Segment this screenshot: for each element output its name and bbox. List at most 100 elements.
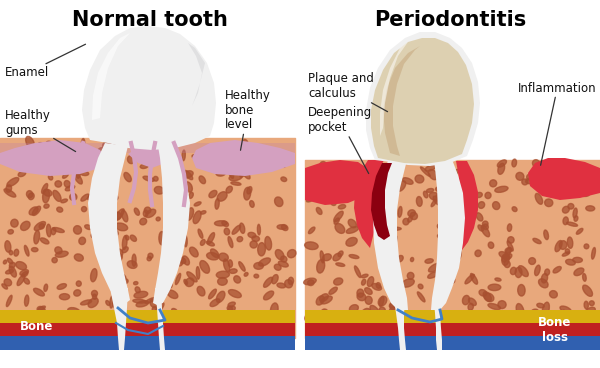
- Ellipse shape: [304, 278, 316, 285]
- Ellipse shape: [560, 311, 571, 321]
- Ellipse shape: [545, 199, 553, 206]
- Ellipse shape: [323, 254, 331, 261]
- Ellipse shape: [512, 207, 517, 212]
- Ellipse shape: [495, 278, 501, 281]
- Ellipse shape: [177, 260, 182, 266]
- Ellipse shape: [277, 225, 287, 229]
- Ellipse shape: [320, 294, 328, 301]
- Ellipse shape: [437, 233, 449, 239]
- Ellipse shape: [504, 261, 510, 268]
- Ellipse shape: [348, 190, 357, 197]
- Ellipse shape: [76, 281, 81, 286]
- Ellipse shape: [448, 193, 459, 201]
- Ellipse shape: [122, 279, 128, 284]
- Ellipse shape: [25, 295, 29, 306]
- Ellipse shape: [537, 303, 544, 308]
- Ellipse shape: [133, 312, 137, 322]
- Ellipse shape: [441, 285, 446, 291]
- Ellipse shape: [257, 224, 260, 235]
- Polygon shape: [0, 310, 295, 323]
- Ellipse shape: [367, 173, 375, 178]
- Ellipse shape: [274, 264, 281, 270]
- Ellipse shape: [75, 149, 83, 158]
- Text: Normal tooth: Normal tooth: [72, 10, 228, 30]
- Ellipse shape: [244, 165, 251, 173]
- Ellipse shape: [106, 301, 110, 305]
- Ellipse shape: [273, 320, 281, 325]
- Ellipse shape: [98, 148, 106, 155]
- Ellipse shape: [544, 230, 548, 240]
- Ellipse shape: [493, 316, 504, 321]
- Ellipse shape: [583, 328, 593, 333]
- Ellipse shape: [134, 282, 138, 285]
- Ellipse shape: [577, 229, 583, 234]
- Ellipse shape: [505, 254, 512, 260]
- Ellipse shape: [514, 323, 523, 334]
- Ellipse shape: [125, 235, 129, 240]
- Ellipse shape: [28, 193, 34, 200]
- Ellipse shape: [372, 316, 385, 325]
- Ellipse shape: [46, 224, 51, 237]
- Polygon shape: [456, 161, 478, 250]
- Ellipse shape: [418, 315, 423, 322]
- Ellipse shape: [83, 156, 88, 169]
- Ellipse shape: [25, 245, 29, 256]
- Ellipse shape: [338, 205, 346, 209]
- Text: Plaque and
calculus: Plaque and calculus: [308, 72, 388, 112]
- Ellipse shape: [175, 273, 181, 284]
- Ellipse shape: [272, 159, 284, 166]
- Polygon shape: [0, 140, 105, 176]
- Ellipse shape: [184, 170, 193, 180]
- Ellipse shape: [317, 322, 323, 330]
- Ellipse shape: [4, 279, 11, 286]
- Ellipse shape: [194, 202, 201, 206]
- Ellipse shape: [355, 266, 361, 277]
- Ellipse shape: [493, 202, 500, 209]
- Ellipse shape: [371, 180, 376, 191]
- Ellipse shape: [512, 159, 517, 167]
- Ellipse shape: [92, 290, 98, 297]
- Ellipse shape: [88, 320, 94, 329]
- Ellipse shape: [228, 260, 232, 267]
- Ellipse shape: [384, 224, 395, 235]
- Ellipse shape: [55, 251, 68, 257]
- Ellipse shape: [484, 318, 488, 326]
- Ellipse shape: [379, 296, 384, 307]
- Ellipse shape: [488, 242, 494, 248]
- Ellipse shape: [184, 182, 193, 192]
- Ellipse shape: [245, 153, 256, 162]
- Ellipse shape: [335, 223, 345, 233]
- Ellipse shape: [346, 227, 359, 233]
- Ellipse shape: [4, 260, 7, 264]
- Ellipse shape: [29, 207, 38, 215]
- Text: Deepening
pocket: Deepening pocket: [308, 106, 372, 174]
- Ellipse shape: [349, 305, 358, 312]
- Ellipse shape: [374, 220, 383, 224]
- Ellipse shape: [563, 186, 575, 194]
- Ellipse shape: [380, 205, 388, 211]
- Ellipse shape: [334, 218, 340, 224]
- Ellipse shape: [55, 181, 62, 187]
- Ellipse shape: [516, 172, 524, 180]
- Ellipse shape: [82, 206, 86, 212]
- Polygon shape: [393, 293, 406, 350]
- Ellipse shape: [143, 176, 154, 181]
- Ellipse shape: [498, 163, 505, 174]
- Ellipse shape: [560, 306, 571, 313]
- Ellipse shape: [52, 258, 57, 263]
- Ellipse shape: [252, 236, 259, 241]
- Ellipse shape: [389, 227, 401, 230]
- Ellipse shape: [449, 171, 454, 183]
- Ellipse shape: [407, 272, 414, 279]
- Ellipse shape: [228, 302, 235, 307]
- Ellipse shape: [113, 300, 120, 309]
- Ellipse shape: [284, 280, 293, 288]
- Ellipse shape: [206, 252, 218, 260]
- Ellipse shape: [280, 313, 283, 322]
- Ellipse shape: [185, 278, 194, 287]
- Ellipse shape: [576, 189, 590, 197]
- Ellipse shape: [565, 249, 569, 254]
- Ellipse shape: [162, 151, 169, 159]
- Ellipse shape: [383, 210, 389, 216]
- Ellipse shape: [581, 179, 592, 188]
